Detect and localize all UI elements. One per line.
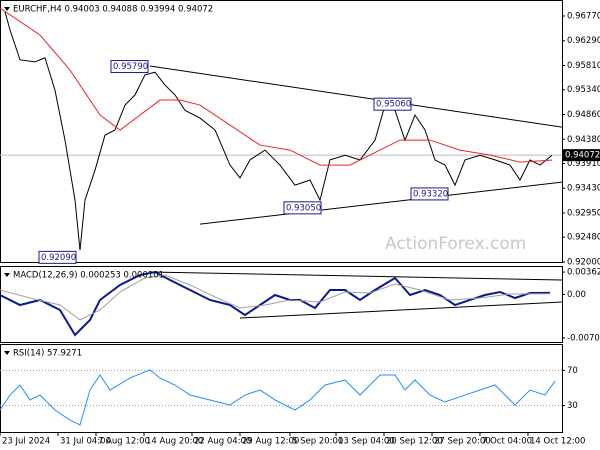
x-tick-label: 27 Sep 20:00 — [434, 437, 491, 447]
annotation-box — [38, 250, 77, 264]
y-tick-label: 0.93910 — [567, 159, 600, 169]
last-price-box — [563, 149, 600, 162]
title-icon — [4, 7, 10, 11]
y-tick-label: 0.95810 — [567, 61, 600, 71]
x-tick-label: 20 Sep 12:00 — [386, 437, 443, 447]
x-tick-label: 7 Aug 12:00 — [98, 437, 150, 447]
annotation-box — [110, 60, 149, 74]
x-tick-label: 22 Aug 04:00 — [194, 437, 251, 447]
y-tick-label: 0.94380 — [567, 135, 600, 145]
series-line — [0, 7, 553, 166]
y-tick-label: 0.92000 — [567, 258, 600, 268]
title-icon — [4, 351, 10, 355]
y-tick-label: 70 — [567, 366, 578, 376]
y-tick-label: 0.94860 — [567, 110, 600, 120]
x-tick-label: 14 Aug 20:00 — [146, 437, 203, 447]
annotation-box — [283, 201, 322, 215]
annotation-label: 0.92090 — [41, 253, 76, 263]
annotation-box — [410, 187, 449, 201]
y-tick-label: 0.93430 — [567, 184, 600, 194]
panel-title: MACD(12,26,9) 0.000253 0.000101 — [13, 271, 164, 281]
x-tick-label: 14 Oct 12:00 — [530, 437, 585, 447]
y-tick-label: 0.003628 — [567, 268, 600, 278]
panel — [0, 266, 563, 343]
y-tick-label: 30 — [567, 401, 578, 411]
x-tick-label: 29 Aug 12:00 — [242, 437, 299, 447]
panel-title: EURCHF,H4 0.94003 0.94088 0.93994 0.9407… — [13, 5, 213, 15]
panel-title: RSI(14) 57.9271 — [13, 349, 82, 359]
x-tick-label: 5 Sep 20:00 — [292, 437, 343, 447]
annotation-label: 0.95790 — [113, 62, 148, 72]
y-tick-label: -0.007093 — [567, 333, 600, 343]
x-tick-label: 13 Sep 04:00 — [338, 437, 395, 447]
annotation-box — [373, 97, 412, 111]
y-tick-label: 0.92480 — [567, 233, 600, 243]
series-line — [0, 369, 556, 426]
annotation-label: 0.93050 — [286, 203, 321, 213]
x-tick-label: 23 Jul 2024 — [2, 437, 50, 447]
x-tick-label: 31 Jul 04:00 — [60, 437, 111, 447]
trendline — [239, 301, 563, 319]
x-tick-label: 7 Oct 04:00 — [482, 437, 532, 447]
trendline — [149, 271, 563, 281]
annotation-label: 0.93320 — [413, 189, 448, 199]
y-tick-label: 0.95340 — [567, 85, 600, 95]
y-tick-label: 0.00 — [567, 290, 586, 300]
trendline — [199, 181, 563, 225]
annotation-label: 0.95060 — [376, 100, 411, 110]
series-line — [4, 11, 553, 251]
y-tick-label: 0.96290 — [567, 36, 600, 46]
panel — [0, 0, 563, 263]
watermark: ActionForex.com — [385, 234, 526, 254]
y-tick-label: 0.92950 — [567, 209, 600, 219]
trendline — [149, 65, 563, 128]
y-tick-label: 0.96770 — [567, 11, 600, 21]
panel — [0, 344, 563, 433]
title-icon — [4, 273, 10, 277]
series-line — [0, 274, 551, 321]
last-price-label: 0.94072 — [565, 151, 600, 161]
